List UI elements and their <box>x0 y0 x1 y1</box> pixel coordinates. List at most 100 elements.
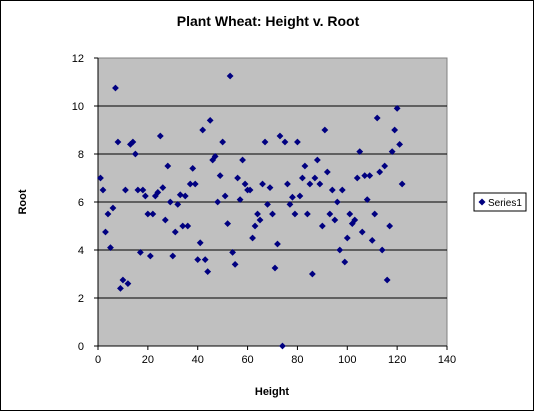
data-point-120 <box>393 105 401 112</box>
data-point-48 <box>214 198 222 206</box>
data-point-49 <box>216 172 224 179</box>
data-point-1 <box>97 174 104 182</box>
data-point-55 <box>231 261 239 268</box>
data-point-5 <box>107 244 114 251</box>
data-point-70 <box>269 210 276 218</box>
data-point-84 <box>304 210 311 218</box>
legend: Series1 <box>473 192 527 212</box>
data-point-103 <box>351 216 359 224</box>
y-tick-label-2: 2 <box>78 293 84 305</box>
data-point-118 <box>388 148 396 155</box>
data-point-57 <box>236 196 244 203</box>
data-point-34 <box>179 222 187 230</box>
data-point-63 <box>251 222 259 230</box>
x-tick-label-140: 140 <box>438 354 456 366</box>
data-point-113 <box>376 168 384 176</box>
data-point-85 <box>306 180 314 188</box>
data-point-100 <box>343 234 351 242</box>
chart-title: Plant Wheat: Height v. Root <box>177 13 360 29</box>
data-point-114 <box>378 246 386 254</box>
data-point-77 <box>286 201 294 208</box>
data-point-96 <box>333 198 341 206</box>
data-point-16 <box>134 186 142 194</box>
data-point-44 <box>204 268 212 275</box>
data-point-56 <box>234 174 241 182</box>
data-point-47 <box>211 153 219 160</box>
data-point-121 <box>396 141 404 148</box>
data-point-72 <box>274 240 281 248</box>
plot-area-group: 0 20 40 60 80 100 120 140 0 2 4 6 8 10 12 <box>72 53 456 366</box>
data-point-78 <box>289 193 296 201</box>
x-tick-label-120: 120 <box>388 354 406 366</box>
data-point-80 <box>294 138 301 146</box>
x-axis-ticks: 0 20 40 60 80 100 120 140 <box>95 346 456 366</box>
data-point-39 <box>191 180 199 188</box>
data-point-11 <box>122 186 129 194</box>
data-point-105 <box>356 148 364 155</box>
y-tick-label-12: 12 <box>72 53 84 65</box>
data-point-106 <box>358 228 366 236</box>
data-point-3 <box>102 228 109 236</box>
x-tick-label-20: 20 <box>142 354 154 366</box>
data-point-108 <box>363 196 371 203</box>
data-point-61 <box>246 186 254 194</box>
data-point-12 <box>124 280 132 287</box>
data-point-38 <box>189 165 197 172</box>
data-point-22 <box>149 210 157 218</box>
data-point-30 <box>169 252 177 260</box>
legend-label-series1: Series1 <box>488 198 522 209</box>
data-point-111 <box>371 210 379 218</box>
x-tick-label-100: 100 <box>338 354 356 366</box>
data-point-86 <box>308 270 316 278</box>
legend-box <box>473 192 527 212</box>
data-point-52 <box>224 220 232 227</box>
data-point-88 <box>313 156 321 164</box>
data-point-17 <box>136 249 144 256</box>
data-point-109 <box>366 172 374 179</box>
data-point-90 <box>318 222 326 230</box>
data-point-68 <box>264 201 271 208</box>
data-point-74 <box>279 342 286 350</box>
legend-marker-diamond <box>478 198 486 206</box>
data-point-51 <box>221 192 229 200</box>
data-point-31 <box>171 228 179 236</box>
data-point-43 <box>201 256 209 263</box>
data-point-58 <box>239 156 246 164</box>
data-point-15 <box>131 150 139 158</box>
data-point-119 <box>391 126 399 134</box>
data-point-10 <box>119 276 127 284</box>
data-point-6 <box>109 204 117 212</box>
data-point-89 <box>316 180 324 188</box>
data-point-66 <box>259 180 266 188</box>
data-point-104 <box>353 174 361 182</box>
data-point-71 <box>271 264 279 272</box>
data-point-18 <box>139 186 147 194</box>
data-point-42 <box>199 126 207 134</box>
gridlines <box>98 105 447 299</box>
data-point-40 <box>194 256 202 263</box>
data-point-82 <box>299 174 306 182</box>
y-tick-label-0: 0 <box>78 341 84 353</box>
data-point-2 <box>99 186 107 194</box>
data-point-64 <box>254 210 261 218</box>
data-point-73 <box>276 132 284 140</box>
y-tick-label-8: 8 <box>78 149 84 161</box>
data-point-54 <box>229 249 237 256</box>
data-point-76 <box>284 180 291 188</box>
data-point-41 <box>196 239 204 247</box>
data-point-95 <box>331 216 339 224</box>
data-point-81 <box>296 192 304 200</box>
data-point-93 <box>326 210 334 218</box>
data-point-37 <box>186 180 194 188</box>
data-point-67 <box>261 138 269 146</box>
y-tick-label-10: 10 <box>72 101 84 113</box>
data-point-94 <box>328 186 336 194</box>
data-point-19 <box>141 192 149 200</box>
data-point-7 <box>112 84 119 92</box>
x-tick-label-60: 60 <box>241 354 253 366</box>
data-point-65 <box>256 216 264 224</box>
data-point-75 <box>281 138 289 146</box>
data-point-9 <box>117 285 124 292</box>
data-point-107 <box>361 172 369 179</box>
